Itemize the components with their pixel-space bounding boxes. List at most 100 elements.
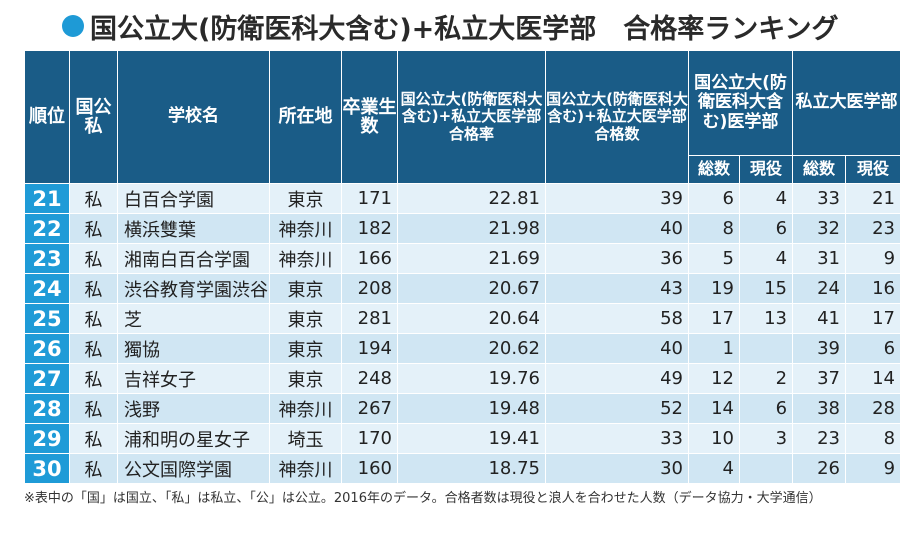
table-row: 30 私公文国際学園 神奈川 160 18.75 30 4 26 9 — [24, 453, 902, 484]
national-total-cell: 5 — [688, 243, 740, 274]
private-current-cell: 8 — [845, 423, 902, 454]
school-cell: 白百合学園 — [117, 183, 270, 214]
school-cell: 芝 — [117, 303, 270, 334]
table-row: 22 私横浜雙葉 神奈川 182 21.98 40 8 6 32 23 — [24, 213, 902, 244]
rate-cell: 22.81 — [397, 183, 546, 214]
passes-cell: 33 — [545, 423, 689, 454]
private-current-cell: 17 — [845, 303, 902, 334]
private-current-cell: 16 — [845, 273, 902, 304]
rank-cell: 28 — [24, 393, 70, 424]
rate-cell: 19.41 — [397, 423, 546, 454]
type-cell: 私 — [69, 213, 118, 244]
location-cell: 東京 — [269, 333, 342, 364]
location-cell: 神奈川 — [269, 213, 342, 244]
passes-cell: 43 — [545, 273, 689, 304]
location-cell: 東京 — [269, 183, 342, 214]
school-cell: 渋谷教育学園渋谷 — [117, 273, 270, 304]
rate-cell: 18.75 — [397, 453, 546, 484]
passes-cell: 49 — [545, 363, 689, 394]
school-cell: 浦和明の星女子 — [117, 423, 270, 454]
passes-cell: 40 — [545, 213, 689, 244]
national-total-cell: 10 — [688, 423, 740, 454]
private-total-cell: 33 — [792, 183, 847, 214]
school-cell: 獨協 — [117, 333, 270, 364]
header-private-total: 総数 — [792, 155, 847, 184]
rate-cell: 20.62 — [397, 333, 546, 364]
graduates-cell: 194 — [341, 333, 398, 364]
private-current-cell: 6 — [845, 333, 902, 364]
header-passes: 国公立大(防衛医科大含む)+私立大医学部合格数 — [545, 50, 689, 184]
rank-cell: 22 — [24, 213, 70, 244]
national-current-cell: 4 — [738, 183, 794, 214]
header-national-total: 総数 — [688, 155, 740, 184]
private-current-cell: 23 — [845, 213, 902, 244]
location-cell: 東京 — [269, 363, 342, 394]
type-cell: 私 — [69, 243, 118, 274]
school-cell: 浅野 — [117, 393, 270, 424]
type-cell: 私 — [69, 333, 118, 364]
passes-cell: 36 — [545, 243, 689, 274]
national-current-cell — [738, 333, 794, 364]
rank-cell: 23 — [24, 243, 70, 274]
table-row: 21 私白百合学園 東京 171 22.81 39 6 4 33 21 — [24, 183, 902, 214]
national-total-cell: 12 — [688, 363, 740, 394]
national-current-cell: 13 — [738, 303, 794, 334]
type-cell: 私 — [69, 393, 118, 424]
graduates-cell: 281 — [341, 303, 398, 334]
footnote: ※表中の「国」は国立、「私」は私立、「公」は公立。2016年のデータ。合格者数は… — [24, 491, 822, 506]
graduates-cell: 208 — [341, 273, 398, 304]
private-total-cell: 38 — [792, 393, 847, 424]
graduates-cell: 171 — [341, 183, 398, 214]
national-current-cell: 15 — [738, 273, 794, 304]
private-total-cell: 24 — [792, 273, 847, 304]
location-cell: 神奈川 — [269, 393, 342, 424]
rank-cell: 24 — [24, 273, 70, 304]
location-cell: 東京 — [269, 303, 342, 334]
rate-cell: 20.67 — [397, 273, 546, 304]
private-total-cell: 32 — [792, 213, 847, 244]
national-total-cell: 4 — [688, 453, 740, 484]
graduates-cell: 170 — [341, 423, 398, 454]
type-cell: 私 — [69, 273, 118, 304]
location-cell: 埼玉 — [269, 423, 342, 454]
table-row: 26 私獨協 東京 194 20.62 40 1 39 6 — [24, 333, 902, 364]
header-national: 国公立大(防衛医科大含む)医学部 — [687, 50, 794, 156]
passes-cell: 58 — [545, 303, 689, 334]
passes-cell: 39 — [545, 183, 689, 214]
title-text: 国公立大(防衛医科大含む)+私立大医学部 合格率ランキング — [90, 13, 839, 45]
ranking-table: 順位 国公私 学校名 所在地 卒業生数 国公立大(防衛医科大含む)+私立大医学部… — [24, 50, 902, 484]
rate-cell: 21.69 — [397, 243, 546, 274]
school-cell: 横浜雙葉 — [117, 213, 270, 244]
graduates-cell: 248 — [341, 363, 398, 394]
private-total-cell: 39 — [792, 333, 847, 364]
location-cell: 神奈川 — [269, 243, 342, 274]
graduates-cell: 267 — [341, 393, 398, 424]
rate-cell: 21.98 — [397, 213, 546, 244]
private-current-cell: 21 — [845, 183, 902, 214]
rank-cell: 27 — [24, 363, 70, 394]
location-cell: 神奈川 — [269, 453, 342, 484]
table-row: 25 私芝東京 281 20.64 58 17 13 41 17 — [24, 303, 902, 334]
private-total-cell: 37 — [792, 363, 847, 394]
header-rate: 国公立大(防衛医科大含む)+私立大医学部合格率 — [397, 50, 546, 184]
school-cell: 吉祥女子 — [117, 363, 270, 394]
national-current-cell: 6 — [738, 393, 794, 424]
header-school: 学校名 — [117, 50, 270, 184]
table-row: 28 私浅野 神奈川 267 19.48 52 14 6 38 28 — [24, 393, 902, 424]
passes-cell: 52 — [545, 393, 689, 424]
rank-cell: 30 — [24, 453, 70, 484]
graduates-cell: 166 — [341, 243, 398, 274]
rate-cell: 20.64 — [397, 303, 546, 334]
passes-cell: 30 — [545, 453, 689, 484]
private-total-cell: 31 — [792, 243, 847, 274]
national-current-cell: 6 — [738, 213, 794, 244]
private-current-cell: 28 — [845, 393, 902, 424]
national-total-cell: 17 — [688, 303, 740, 334]
table-row: 27 私吉祥女子 東京 248 19.76 49 12 2 37 14 — [24, 363, 902, 394]
rank-cell: 26 — [24, 333, 70, 364]
page-title: 国公立大(防衛医科大含む)+私立大医学部 合格率ランキング — [62, 8, 839, 45]
national-total-cell: 1 — [688, 333, 740, 364]
national-total-cell: 19 — [688, 273, 740, 304]
private-total-cell: 41 — [792, 303, 847, 334]
school-cell: 公文国際学園 — [117, 453, 270, 484]
